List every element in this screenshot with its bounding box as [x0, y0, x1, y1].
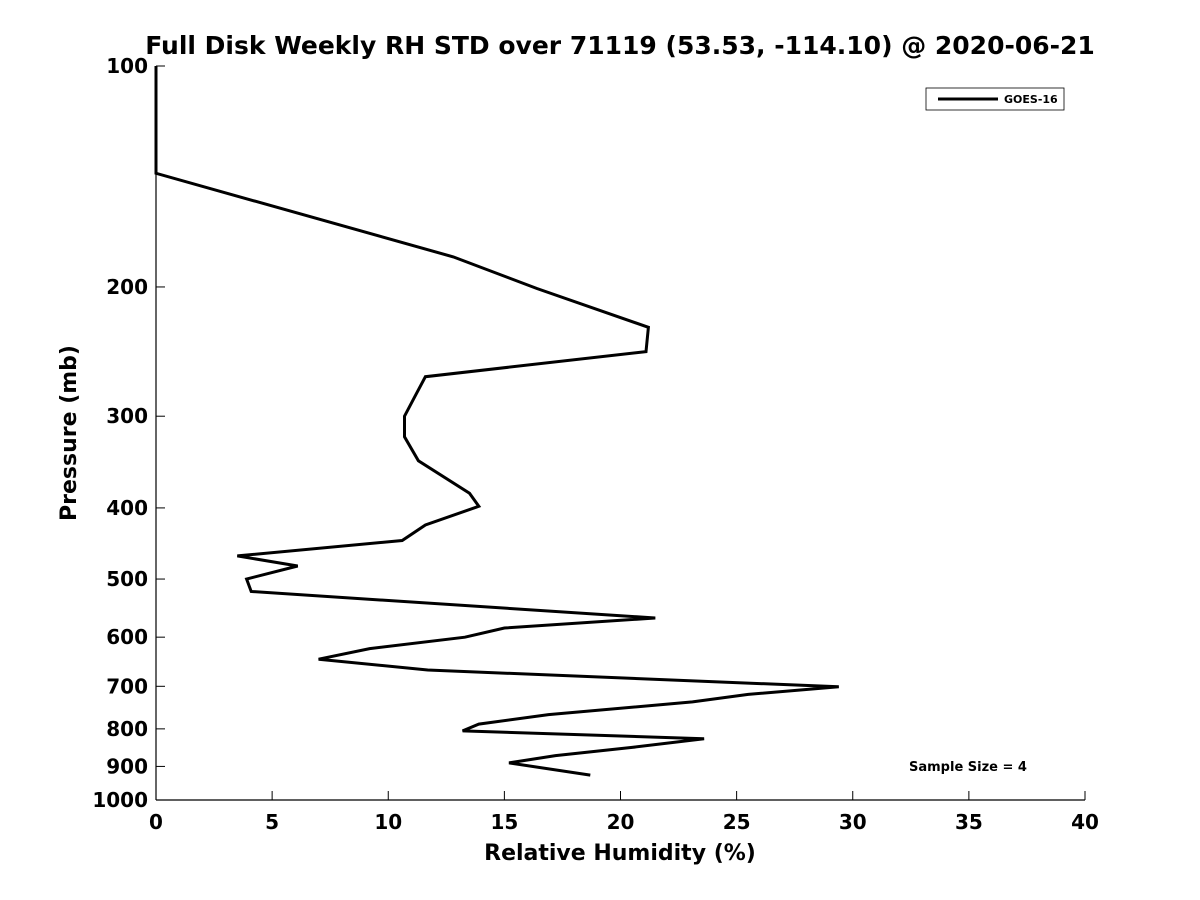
x-tick-label-15: 15	[490, 810, 518, 834]
y-tick-label-800: 800	[106, 717, 148, 741]
legend-entry-goes-16: GOES-16	[1004, 93, 1058, 106]
y-tick-label-700: 700	[106, 674, 148, 698]
y-tick-label-200: 200	[106, 275, 148, 299]
y-ticks: 100 200 300 400 500 600 700 800 900 1000	[92, 54, 165, 812]
x-tick-label-10: 10	[374, 810, 402, 834]
x-tick-label-5: 5	[265, 810, 279, 834]
x-ticks: 0 5 10 15 20 25 30 35 40	[149, 791, 1099, 834]
chart-title: Full Disk Weekly RH STD over 71119 (53.5…	[145, 31, 1095, 60]
x-tick-label-0: 0	[149, 810, 163, 834]
series-line-goes-16	[154, 66, 839, 777]
y-tick-label-600: 600	[106, 625, 148, 649]
y-tick-label-900: 900	[106, 754, 148, 778]
x-tick-label-20: 20	[607, 810, 635, 834]
y-tick-label-400: 400	[106, 496, 148, 520]
x-tick-label-25: 25	[723, 810, 751, 834]
x-axis-label: Relative Humidity (%)	[484, 841, 756, 866]
x-tick-label-35: 35	[955, 810, 983, 834]
legend: GOES-16	[925, 87, 1065, 111]
y-axis-label: Pressure (mb)	[57, 345, 82, 521]
series-layer	[154, 66, 839, 777]
y-tick-label-500: 500	[106, 567, 148, 591]
axes	[155, 66, 1085, 801]
y-tick-label-300: 300	[106, 404, 148, 428]
y-tick-label-100: 100	[106, 54, 148, 78]
sample-size-annotation: Sample Size = 4	[909, 760, 1027, 775]
x-tick-label-30: 30	[839, 810, 867, 834]
x-tick-label-40: 40	[1071, 810, 1099, 834]
y-tick-label-1000: 1000	[92, 788, 148, 812]
